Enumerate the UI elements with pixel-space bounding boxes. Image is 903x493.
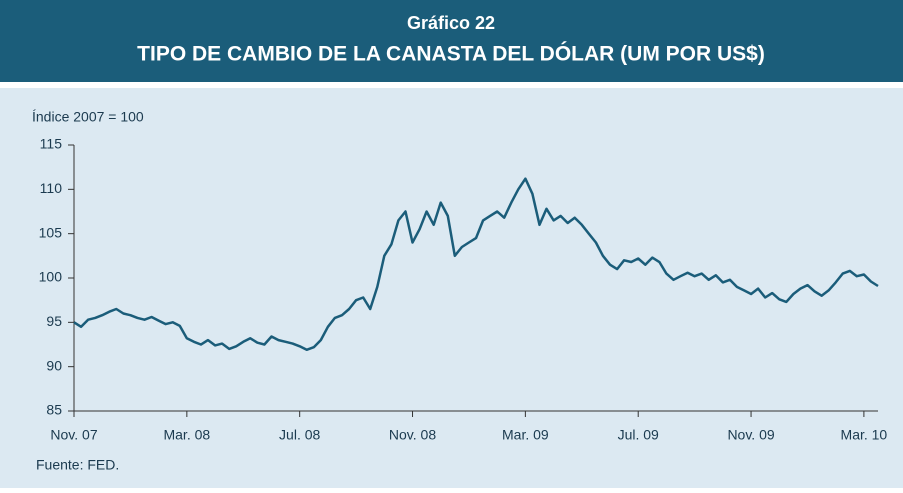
x-tick-label: Nov. 07	[50, 427, 97, 443]
chart-subtitle: TIPO DE CAMBIO DE LA CANASTA DEL DÓLAR (…	[137, 42, 765, 66]
x-tick-label: Nov. 08	[389, 427, 436, 443]
y-axis-label: Índice 2007 = 100	[32, 109, 144, 125]
y-tick-label: 105	[39, 224, 63, 240]
plot-background	[0, 88, 903, 488]
x-tick-label: Mar. 09	[502, 427, 549, 443]
x-tick-label: Jul. 08	[279, 427, 320, 443]
y-tick-label: 100	[39, 269, 63, 285]
x-tick-label: Jul. 09	[618, 427, 659, 443]
source: Fuente: FED.	[36, 457, 119, 473]
header	[0, 0, 903, 82]
y-tick-label: 95	[46, 313, 62, 329]
series-line	[73, 177, 879, 352]
y-tick-label: 90	[46, 357, 62, 373]
y-tick-label: 115	[40, 136, 63, 152]
y-tick-label: 85	[46, 402, 62, 418]
x-tick-label: Nov. 09	[727, 427, 774, 443]
x-tick-label: Mar. 08	[163, 427, 210, 443]
x-tick-label: Mar. 10	[841, 427, 888, 443]
y-tick-label: 110	[40, 180, 63, 196]
chart-title: Gráfico 22	[407, 13, 495, 33]
